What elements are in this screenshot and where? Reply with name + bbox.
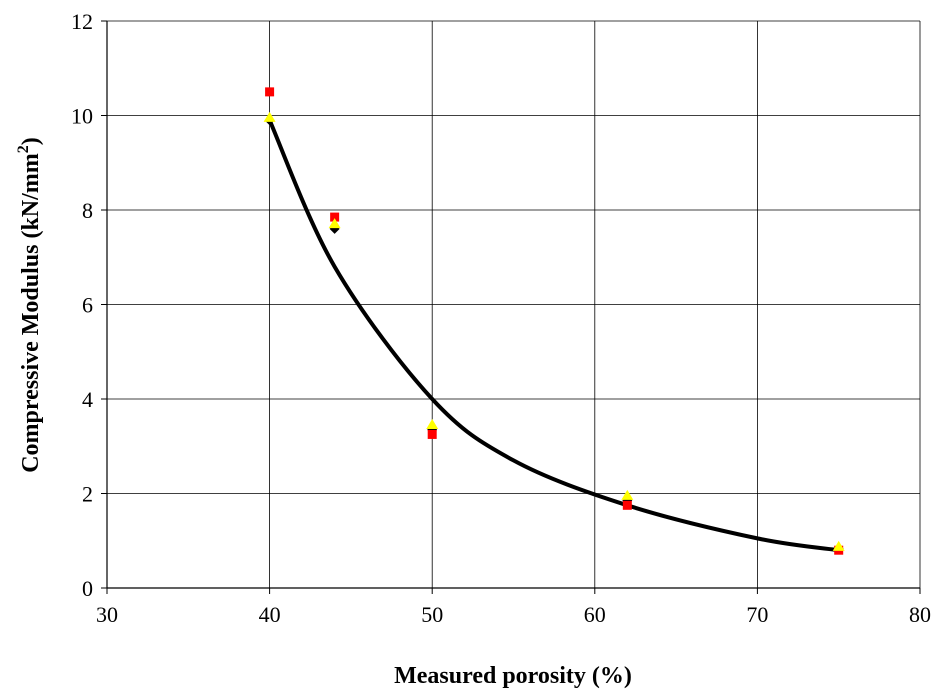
triangle-marker <box>426 418 439 429</box>
y-tick-label: 0 <box>82 576 93 601</box>
square-marker <box>622 500 632 510</box>
y-tick-label: 4 <box>82 387 93 412</box>
x-tick-label: 80 <box>909 602 931 627</box>
square-marker <box>265 87 275 97</box>
square-marker <box>330 212 340 222</box>
axes <box>101 20 921 594</box>
trendline <box>267 118 841 553</box>
x-tick-label: 40 <box>259 602 281 627</box>
tick-labels: 30 40 50 60 70 80 0 2 4 6 8 10 12 <box>71 9 931 627</box>
triangle-marker <box>263 111 276 122</box>
x-tick-label: 70 <box>746 602 768 627</box>
grid <box>107 20 921 588</box>
x-axis-title: Measured porosity (%) <box>394 663 632 689</box>
triangle-marker <box>328 218 341 229</box>
x-tick-label: 60 <box>584 602 606 627</box>
y-axis-title-main: Compressive Modulus (kN/mm <box>18 153 44 473</box>
x-tick-label: 50 <box>421 602 443 627</box>
y-axis-title-close: ) <box>18 137 44 145</box>
triangle-marker <box>832 540 845 551</box>
y-tick-label: 10 <box>71 104 93 129</box>
y-tick-label: 6 <box>82 293 93 318</box>
y-tick-label: 8 <box>82 198 93 223</box>
y-axis-title: Compressive Modulus (kN/mm2) <box>15 137 44 473</box>
y-axis-title-sup: 2 <box>15 145 32 153</box>
trendline-group <box>267 118 841 553</box>
y-tick-label: 12 <box>71 9 93 34</box>
x-tick-label: 30 <box>96 602 118 627</box>
triangle-marker <box>621 489 634 500</box>
square-marker <box>427 429 437 439</box>
data-points <box>263 87 845 555</box>
y-tick-label: 2 <box>82 482 93 507</box>
